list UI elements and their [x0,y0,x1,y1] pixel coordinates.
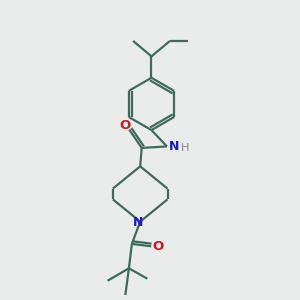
Text: O: O [119,118,130,131]
Text: N: N [133,216,143,229]
Text: H: H [181,143,189,153]
Text: N: N [169,140,179,153]
Text: O: O [152,240,164,253]
